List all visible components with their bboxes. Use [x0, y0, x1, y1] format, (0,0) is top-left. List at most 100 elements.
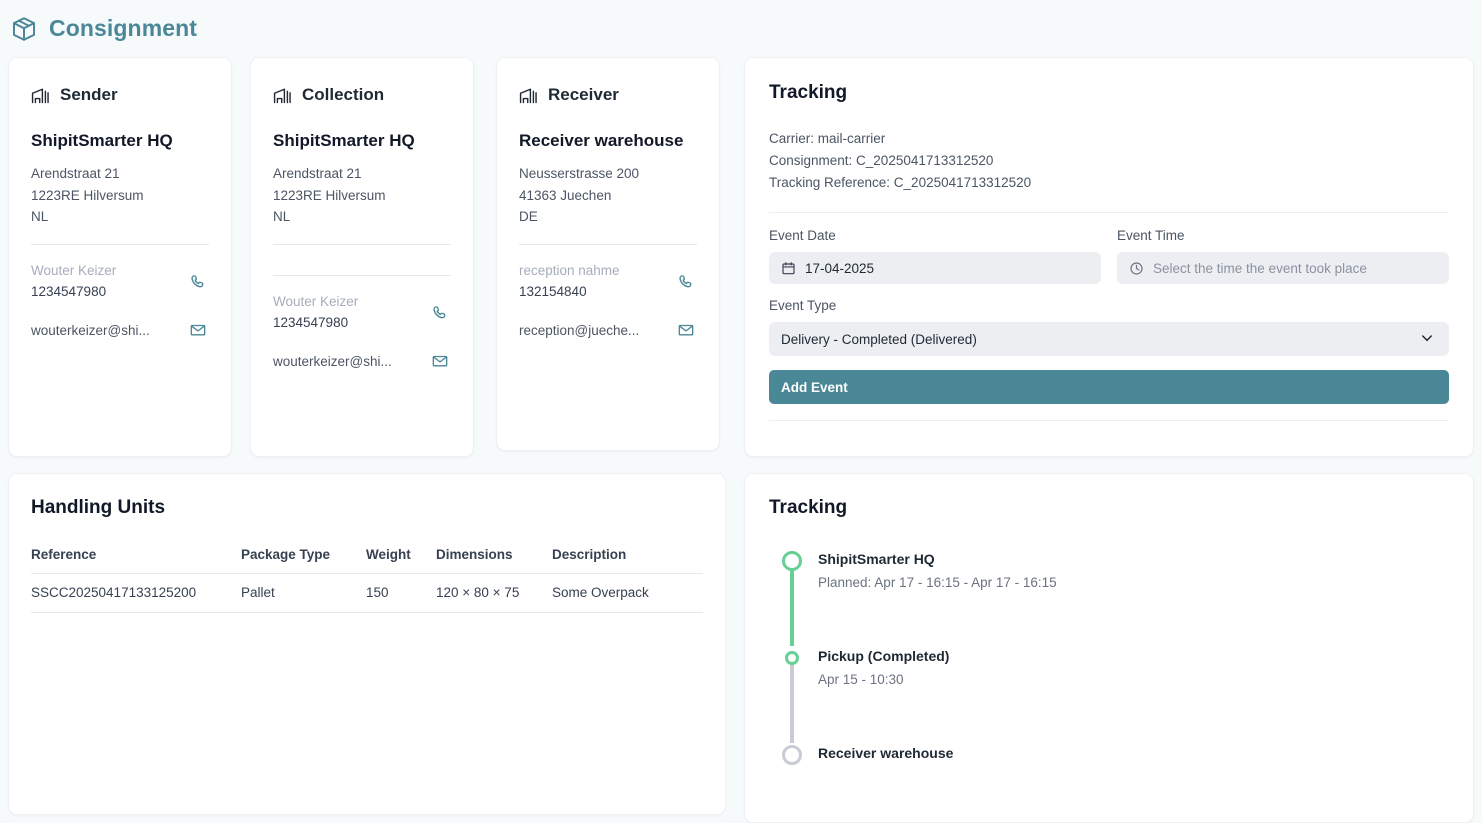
timeline-event: Pickup (Completed) Apr 15 - 10:30	[769, 646, 1449, 743]
event-time-placeholder: Select the time the event took place	[1153, 260, 1367, 276]
clock-icon	[1129, 261, 1144, 276]
timeline-connector	[790, 661, 794, 743]
small-green-ring-icon	[785, 650, 799, 665]
cell-description: Some Overpack	[552, 573, 703, 613]
collection-contact-email: wouterkeizer@shi...	[273, 353, 392, 369]
tracking-timeline-title: Tracking	[769, 497, 848, 518]
sender-contact-phone: 1234547980	[31, 284, 107, 300]
collection-address: Arendstraat 21 1223RE Hilversum NL	[273, 166, 386, 225]
handling-units-card: Handling Units Reference Package Type We…	[8, 473, 726, 815]
event-type-select[interactable]: Delivery - Completed (Delivered)	[769, 322, 1449, 356]
divider	[769, 420, 1449, 421]
receiver-name: Receiver warehouse	[519, 131, 684, 150]
event-type-selected-value: Delivery - Completed (Delivered)	[781, 331, 977, 347]
receiver-address: Neusserstrasse 200 41363 Juechen DE	[519, 166, 640, 225]
sender-contact-email: wouterkeizer@shi...	[31, 322, 150, 338]
handling-units-title: Handling Units	[31, 497, 166, 518]
carrier-text: Carrier: mail-carrier	[769, 131, 886, 146]
column-header-weight: Weight	[366, 547, 436, 574]
top-card-row: Sender ShipitSmarter HQ Arendstraat 21 1…	[0, 57, 1482, 461]
calendar-icon	[781, 261, 796, 276]
tracking-meta: Carrier: mail-carrier Consignment: C_202…	[769, 128, 1449, 194]
timeline-event-subtitle: Apr 15 - 10:30	[818, 671, 904, 687]
tracking-timeline: ShipitSmarter HQ Planned: Apr 17 - 16:15…	[769, 549, 1449, 765]
sender-phone-row: Wouter Keizer 1234547980	[31, 261, 209, 303]
event-date-field: Event Date 17-04-2025	[769, 228, 1101, 284]
envelope-icon[interactable]	[675, 319, 697, 341]
envelope-icon[interactable]	[187, 319, 209, 341]
column-header-description: Description	[552, 547, 703, 574]
receiver-email-row: reception@jueche...	[519, 319, 697, 341]
phone-icon[interactable]	[675, 271, 697, 293]
tracking-form-card: Tracking Carrier: mail-carrier Consignme…	[744, 57, 1474, 457]
event-time-field: Event Time Select the time the event too…	[1117, 228, 1449, 284]
warehouse-icon	[519, 87, 538, 104]
receiver-contact-email: reception@jueche...	[519, 322, 640, 338]
tracking-timeline-card: Tracking ShipitSmarter HQ Planned: Apr 1…	[744, 473, 1474, 823]
sender-card-header: Sender	[31, 85, 209, 105]
receiver-card: Receiver Receiver warehouse Neusserstras…	[496, 57, 720, 451]
collection-card-title: Collection	[302, 85, 385, 104]
cell-dimensions: 120 × 80 × 75	[436, 573, 552, 613]
timeline-event-title: Receiver warehouse	[818, 744, 954, 761]
collection-card-header: Collection	[273, 85, 451, 105]
event-time-label: Event Time	[1117, 228, 1185, 243]
divider	[31, 244, 209, 246]
chevron-down-icon	[1419, 330, 1435, 349]
event-type-label: Event Type	[769, 298, 837, 313]
sender-name: ShipitSmarter HQ	[31, 131, 173, 150]
sender-email-row: wouterkeizer@shi...	[31, 319, 209, 341]
collection-phone-row: Wouter Keizer 1234547980	[273, 292, 451, 334]
divider	[273, 244, 451, 246]
timeline-event: ShipitSmarter HQ Planned: Apr 17 - 16:15…	[769, 549, 1449, 646]
timeline-connector	[790, 567, 794, 646]
event-date-input[interactable]: 17-04-2025	[769, 252, 1101, 284]
timeline-event-title: Pickup (Completed)	[818, 647, 950, 664]
divider	[519, 244, 697, 246]
table-row[interactable]: SSCC20250417133125200 Pallet 150 120 × 8…	[31, 573, 703, 613]
column-header-reference: Reference	[31, 547, 241, 574]
collection-empty-contact-row	[273, 245, 451, 275]
cell-package-type: Pallet	[241, 573, 366, 613]
collection-contact-name: Wouter Keizer	[273, 294, 359, 310]
event-date-label: Event Date	[769, 228, 836, 243]
phone-icon[interactable]	[187, 271, 209, 293]
envelope-icon[interactable]	[429, 350, 451, 372]
sender-contact-name: Wouter Keizer	[31, 263, 117, 279]
event-type-field: Event Type Delivery - Completed (Deliver…	[769, 298, 1449, 356]
collection-card: Collection ShipitSmarter HQ Arendstraat …	[250, 57, 474, 457]
large-gray-ring-icon	[782, 744, 802, 765]
collection-contact-phone: 1234547980	[273, 315, 349, 331]
warehouse-icon	[273, 87, 292, 104]
column-header-dimensions: Dimensions	[436, 547, 552, 574]
package-box-icon	[10, 15, 38, 43]
receiver-contact-name: reception nahme	[519, 263, 620, 279]
receiver-contact-phone: 132154840	[519, 284, 587, 300]
collection-email-row: wouterkeizer@shi...	[273, 350, 451, 372]
cell-weight: 150	[366, 573, 436, 613]
collection-name: ShipitSmarter HQ	[273, 131, 415, 150]
sender-card: Sender ShipitSmarter HQ Arendstraat 21 1…	[8, 57, 232, 457]
consignment-text: Consignment: C_2025041713312520	[769, 153, 994, 168]
sender-address: Arendstraat 21 1223RE Hilversum NL	[31, 166, 144, 225]
receiver-phone-row: reception nahme 132154840	[519, 261, 697, 303]
tracking-form-title: Tracking	[769, 82, 848, 103]
tracking-reference-text: Tracking Reference: C_2025041713312520	[769, 175, 1032, 190]
large-green-ring-icon	[782, 551, 802, 571]
table-header-row: Reference Package Type Weight Dimensions…	[31, 547, 703, 574]
page-title: Consignment	[49, 15, 198, 41]
divider	[273, 275, 451, 277]
phone-icon[interactable]	[429, 302, 451, 324]
event-time-input[interactable]: Select the time the event took place	[1117, 252, 1449, 284]
timeline-event-title: ShipitSmarter HQ	[818, 551, 935, 567]
handling-units-table: Reference Package Type Weight Dimensions…	[31, 547, 703, 613]
timeline-event: Receiver warehouse	[769, 743, 1449, 765]
sender-card-title: Sender	[60, 85, 118, 104]
add-event-button[interactable]: Add Event	[769, 370, 1449, 404]
receiver-card-title: Receiver	[548, 85, 619, 104]
warehouse-icon	[31, 87, 50, 104]
event-date-value: 17-04-2025	[805, 260, 875, 276]
divider	[769, 212, 1449, 213]
receiver-card-header: Receiver	[519, 85, 697, 105]
